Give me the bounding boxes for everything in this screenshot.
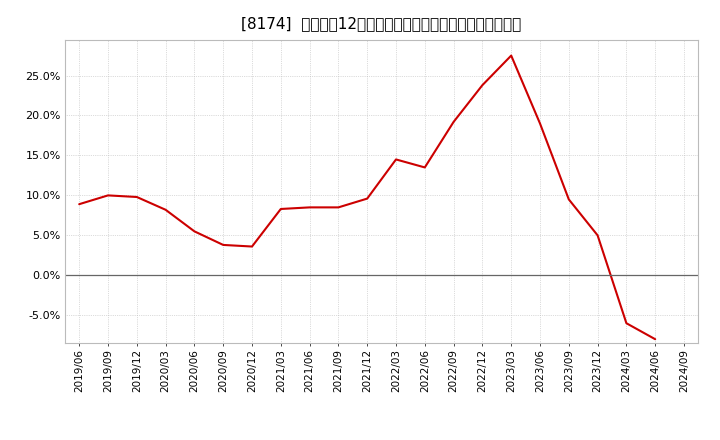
Title: [8174]  売上高の12か月移動合計の対前年同期増減率の推移: [8174] 売上高の12か月移動合計の対前年同期増減率の推移 bbox=[241, 16, 522, 32]
